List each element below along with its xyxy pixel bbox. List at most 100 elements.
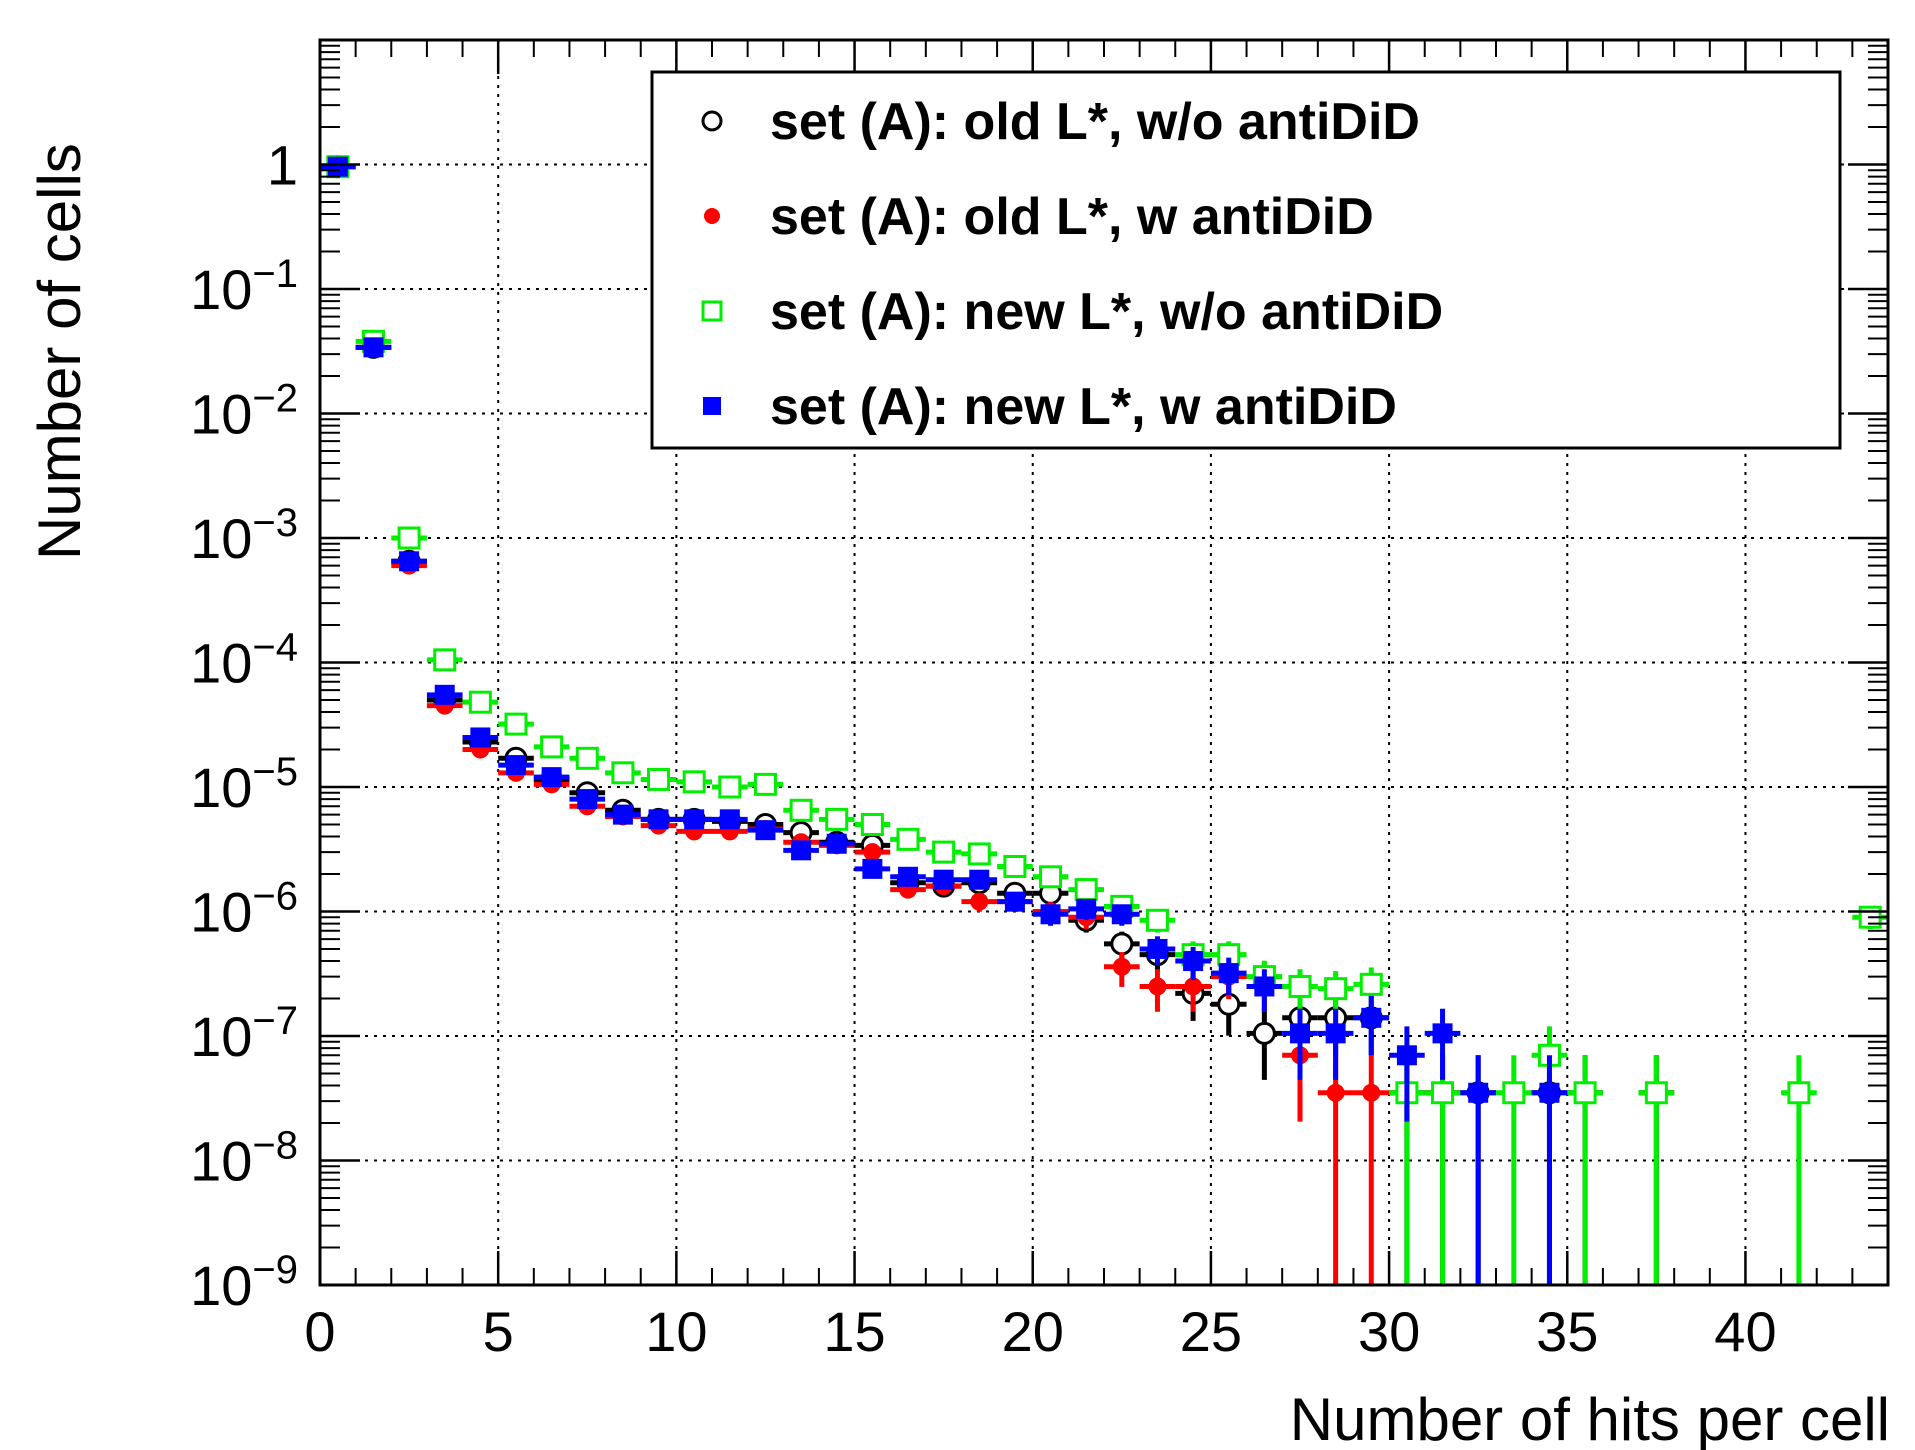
data-point xyxy=(1573,1081,1597,1105)
data-point xyxy=(896,827,920,851)
data-point xyxy=(755,820,776,841)
data-point xyxy=(433,648,457,672)
legend-marker xyxy=(703,397,721,415)
data-point xyxy=(1644,1081,1668,1105)
data-point xyxy=(789,798,813,822)
data-point xyxy=(1111,904,1132,925)
data-point xyxy=(540,735,564,759)
x-tick-label: 15 xyxy=(823,1300,885,1363)
y-tick-label: 10−9 xyxy=(190,1248,298,1317)
data-point xyxy=(1396,1045,1417,1066)
x-tick-label: 40 xyxy=(1714,1300,1776,1363)
data-point xyxy=(327,156,348,177)
data-point xyxy=(1468,1082,1489,1103)
y-tick-label: 10−5 xyxy=(190,750,298,819)
data-point xyxy=(504,712,528,736)
data-point xyxy=(898,866,918,887)
data-point xyxy=(468,690,492,714)
data-point xyxy=(969,869,990,890)
data-point xyxy=(1362,1083,1381,1102)
x-tick-label: 20 xyxy=(1002,1300,1064,1363)
data-point xyxy=(970,892,989,911)
data-point xyxy=(1076,898,1097,919)
data-point xyxy=(1325,1023,1346,1044)
data-point xyxy=(825,807,849,831)
data-point xyxy=(470,727,491,748)
data-point xyxy=(399,551,420,572)
data-point xyxy=(1040,904,1061,925)
data-point xyxy=(860,812,884,836)
data-point xyxy=(1218,963,1239,984)
x-tick-label: 10 xyxy=(645,1300,707,1363)
y-tick-label: 10−8 xyxy=(190,1124,298,1193)
data-point xyxy=(791,840,812,861)
x-tick-label: 5 xyxy=(483,1300,514,1363)
legend-marker xyxy=(701,110,723,132)
legend: set (A): old L*, w/o antiDiD set (A): old… xyxy=(650,70,1842,450)
data-point xyxy=(1110,932,1134,956)
y-tick-label: 10−6 xyxy=(190,875,298,944)
data-point xyxy=(611,761,635,785)
data-point xyxy=(863,843,882,862)
axis-ticks xyxy=(318,40,1888,1287)
y-tick-label: 1 xyxy=(267,134,298,197)
data-point xyxy=(648,809,669,830)
data-point xyxy=(967,842,991,866)
data-point xyxy=(1288,974,1312,998)
data-series xyxy=(320,155,1888,1285)
data-point xyxy=(1147,938,1168,959)
data-point xyxy=(1539,1082,1560,1103)
axis-tick-labels: 0 5 10 15 20 25 30 35 40 1 10−1 10−2 10−3 10−4 10−5 10−… xyxy=(190,134,1777,1364)
data-point xyxy=(575,746,599,770)
data-point xyxy=(577,789,598,810)
data-point xyxy=(1252,1021,1276,1045)
data-point xyxy=(1254,976,1275,997)
series-4 xyxy=(320,156,1568,1285)
x-tick-label: 35 xyxy=(1536,1300,1598,1363)
data-point xyxy=(719,809,740,830)
data-point xyxy=(826,833,847,854)
data-point xyxy=(434,684,455,705)
data-point xyxy=(1039,865,1063,889)
data-point xyxy=(684,809,705,830)
data-point xyxy=(1432,1023,1453,1044)
y-tick-label: 10−4 xyxy=(190,626,298,695)
y-tick-label: 10−3 xyxy=(190,501,298,570)
legend-label: set (A): new L*, w antiDiD xyxy=(770,378,1397,436)
y-axis-title: Number of cells xyxy=(26,143,93,560)
data-point xyxy=(1502,1081,1526,1105)
data-point xyxy=(1290,1023,1310,1044)
data-point xyxy=(397,526,421,550)
data-point xyxy=(1183,951,1204,972)
data-point xyxy=(1324,977,1348,1001)
y-tick-label: 10−7 xyxy=(190,999,298,1068)
data-point xyxy=(506,755,526,776)
data-point xyxy=(363,337,384,358)
x-axis-title: Number of hits per cell xyxy=(1290,1386,1890,1450)
x-tick-label: 0 xyxy=(304,1300,335,1363)
data-point xyxy=(1145,908,1169,932)
data-point xyxy=(933,869,954,890)
data-point xyxy=(1326,1083,1345,1102)
data-point xyxy=(1431,1081,1455,1105)
data-point xyxy=(612,804,633,825)
data-point xyxy=(1004,891,1025,912)
data-point xyxy=(1148,977,1167,996)
data-point xyxy=(1787,1081,1811,1105)
data-point xyxy=(682,770,706,794)
data-point xyxy=(541,767,562,788)
legend-label: set (A): old L*, w antiDiD xyxy=(770,188,1374,246)
legend-marker xyxy=(704,208,720,224)
data-point xyxy=(647,767,671,791)
data-point xyxy=(1003,854,1027,878)
y-tick-label: 10−1 xyxy=(190,252,298,321)
data-point xyxy=(862,858,883,879)
data-point xyxy=(1184,977,1203,996)
y-tick-label: 10−2 xyxy=(190,377,298,446)
data-point xyxy=(1361,1007,1382,1028)
legend-label: set (A): old L*, w/o antiDiD xyxy=(770,93,1420,151)
data-point xyxy=(753,772,777,796)
data-point xyxy=(1074,878,1098,902)
legend-box xyxy=(650,70,1842,450)
